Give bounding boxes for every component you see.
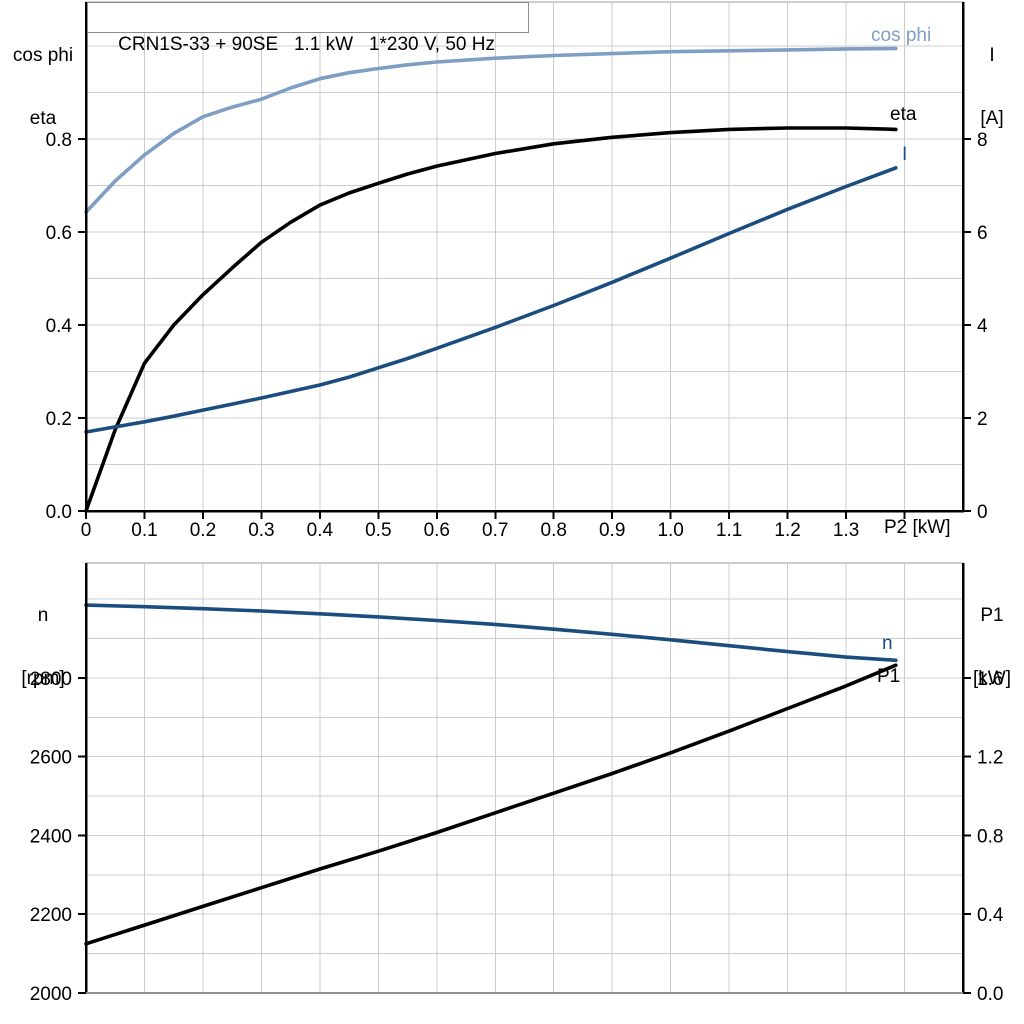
curve-label-cosphi: cos phi	[871, 25, 932, 46]
bottom-right-axis-title: P1 [kW]	[962, 563, 1022, 731]
y-tick-label-right: 1.6	[977, 669, 1003, 690]
x-tick-label: 0.1	[131, 520, 157, 541]
x-tick-label: 1.3	[833, 520, 859, 541]
curve-n	[84, 603, 898, 663]
x-axis-label: P2 [kW]	[884, 517, 951, 538]
x-tick-label: 0.6	[424, 520, 450, 541]
curve-label-speed: n	[882, 633, 893, 654]
axis-title-cosphi: cos phi	[12, 45, 74, 66]
top-left-axis-title: cos phi eta	[2, 3, 84, 171]
x-tick-label: 0.3	[248, 520, 274, 541]
curve-eta	[84, 126, 898, 513]
y-tick-label-left: 2400	[30, 826, 72, 847]
y-tick-label-left: 0.4	[46, 316, 73, 337]
axis-title-eta: eta	[29, 108, 57, 129]
x-tick-label: 0.9	[599, 520, 625, 541]
curve-label-current: I	[902, 144, 908, 165]
chart-title: CRN1S-33 + 90SE 1.1 kW 1*230 V, 50 Hz	[118, 34, 495, 55]
axis-title-p1-unit: [kW]	[973, 668, 1011, 689]
y-tick-label-right: 0	[977, 502, 988, 523]
x-tick-label: 0.2	[190, 520, 216, 541]
curve-cos-phi	[84, 46, 898, 214]
x-tick-label: 0	[81, 520, 92, 541]
y-tick-label-right: 1.2	[977, 748, 1003, 769]
top-right-axis-title: I [A]	[964, 3, 1020, 171]
x-tick-label: 0.7	[482, 520, 508, 541]
axis-title-current-unit: [A]	[980, 108, 1004, 129]
axis-title-p1: P1	[980, 605, 1004, 626]
curve-i	[84, 166, 898, 434]
curve-label-p1: P1	[877, 666, 901, 687]
y-tick-label-right: 0.4	[977, 905, 1004, 926]
y-tick-label-left: 0.0	[46, 502, 72, 523]
chart-title-box: CRN1S-33 + 90SE 1.1 kW 1*230 V, 50 Hz	[87, 2, 529, 55]
axis-title-current: I	[989, 45, 995, 66]
x-tick-label: 1.0	[657, 520, 683, 541]
y-tick-label-left: 0.8	[46, 130, 72, 151]
x-tick-label: 0.4	[307, 520, 334, 541]
y-tick-label-right: 6	[977, 223, 988, 244]
y-tick-label-right: 8	[977, 130, 988, 151]
curve-label-eta: eta	[890, 104, 917, 125]
bottom-left-axis-title: n [rpm]	[2, 563, 84, 731]
y-tick-label-right: 0.8	[977, 826, 1003, 847]
curve-p1	[84, 663, 898, 946]
x-tick-label: 1.2	[774, 520, 800, 541]
axis-title-speed: n	[37, 605, 49, 626]
y-tick-label-right: 0.0	[977, 984, 1003, 1005]
x-tick-label: 0.5	[365, 520, 391, 541]
y-tick-label-left: 2800	[30, 669, 72, 690]
x-tick-label: 1.1	[716, 520, 742, 541]
y-tick-label-left: 0.6	[46, 223, 72, 244]
y-tick-label-right: 4	[977, 316, 988, 337]
y-tick-label-left: 2200	[30, 905, 72, 926]
y-tick-label-left: 2600	[30, 748, 72, 769]
axis-title-speed-unit: [rpm]	[21, 668, 65, 689]
x-tick-label: 0.8	[541, 520, 567, 541]
y-tick-label-left: 2000	[30, 984, 72, 1005]
plot-frame	[85, 1, 964, 512]
y-tick-label-left: 0.2	[46, 409, 72, 430]
y-tick-label-right: 2	[977, 409, 988, 430]
